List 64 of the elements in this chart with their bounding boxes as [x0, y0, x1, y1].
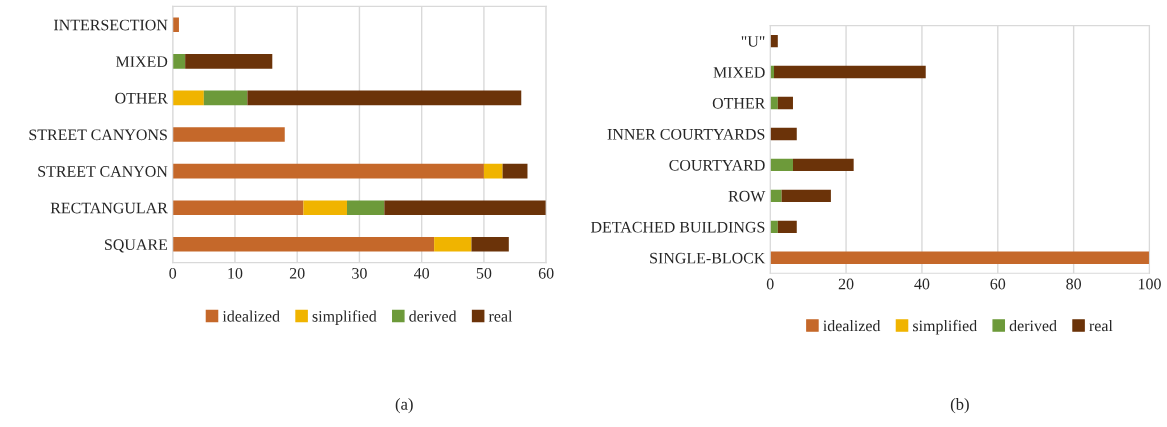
x-tick-label: 80 — [1066, 278, 1082, 290]
legend-label: idealized — [222, 310, 280, 322]
y-tick-label: INNER COURTYARDS — [607, 128, 765, 140]
bar — [346, 200, 385, 216]
y-tick-label: STREET CANYON — [38, 166, 168, 177]
x-tick-label: 20 — [838, 278, 854, 290]
y-tick-label: SINGLE-BLOCK — [650, 252, 766, 264]
y-tick-label: OTHER — [115, 92, 168, 104]
x-tick-label: 0 — [766, 278, 774, 290]
y-tick-label: OTHER — [712, 97, 766, 109]
bar — [792, 158, 854, 172]
bar — [185, 53, 273, 69]
legend-label: derived — [409, 310, 457, 322]
x-tick-label: 60 — [538, 267, 554, 279]
bar — [502, 163, 528, 179]
bar — [770, 158, 793, 172]
bar — [483, 163, 503, 179]
legend-label: derived — [1009, 320, 1057, 332]
bar — [434, 236, 472, 252]
bar — [384, 200, 547, 216]
bar — [770, 189, 782, 203]
bar — [770, 127, 797, 141]
y-tick-label: COURTYARD — [669, 159, 765, 171]
bar — [172, 163, 484, 179]
x-tick-label: 20 — [289, 267, 305, 279]
y-tick-label: "U" — [741, 36, 765, 47]
y-tick-label: RECTANGULAR — [50, 202, 168, 214]
bar — [172, 17, 179, 33]
y-tick-label: STREET CANYONS — [29, 129, 167, 141]
legend-label: idealized — [823, 320, 881, 332]
bar — [774, 65, 926, 79]
x-tick-label: 40 — [914, 278, 930, 290]
text: (a) — [395, 398, 413, 414]
legend-label: simplified — [312, 310, 377, 325]
bar — [172, 127, 285, 142]
x-tick-label: 10 — [228, 267, 243, 279]
x-tick-label: 60 — [990, 278, 1006, 290]
bar — [203, 90, 248, 106]
y-tick-label: SQUARE — [105, 239, 168, 253]
bar — [172, 53, 186, 69]
legend-label: real — [488, 310, 513, 322]
x-tick-label: 100 — [1138, 278, 1161, 290]
y-tick-label: MIXED — [115, 56, 168, 67]
bar — [172, 90, 204, 106]
bar — [303, 200, 347, 216]
x-tick-label: 40 — [414, 267, 430, 279]
x-tick-label: 50 — [476, 267, 492, 279]
y-tick-label: ROW — [728, 190, 766, 202]
text: (b) — [950, 398, 969, 414]
bar — [777, 96, 793, 110]
bar — [247, 90, 522, 106]
legend-label: simplified — [913, 319, 977, 335]
legend-label: real — [1089, 320, 1113, 332]
x-tick-label: 30 — [352, 267, 367, 279]
x-tick-label: 0 — [169, 267, 177, 279]
y-tick-label: MIXED — [713, 67, 765, 78]
bar — [172, 200, 304, 216]
bar — [777, 220, 797, 234]
bar — [781, 189, 831, 203]
y-tick-label: DETACHED BUILDINGS — [590, 221, 765, 233]
bar — [770, 251, 1150, 264]
bar — [471, 236, 509, 252]
bar — [172, 236, 435, 252]
y-tick-label: INTERSECTION — [53, 19, 168, 31]
